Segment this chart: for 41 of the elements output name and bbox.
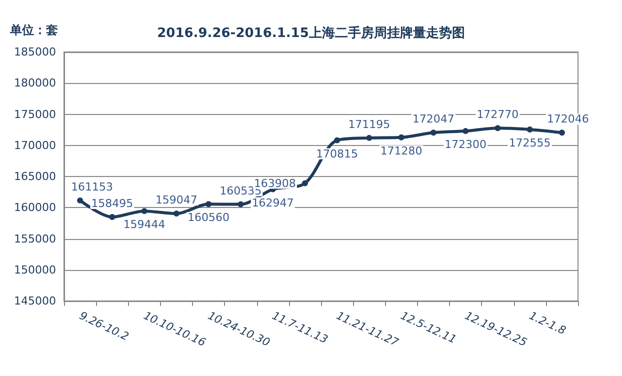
data-label: 159444 (123, 218, 166, 232)
data-label: 170815 (316, 147, 358, 160)
point (526, 126, 533, 132)
y-tick-label: 145000 (14, 294, 56, 308)
point (173, 210, 180, 217)
y-tick-label: 185000 (14, 46, 56, 58)
data-label: 172300 (444, 138, 487, 152)
y-tick-label: 170000 (14, 138, 56, 152)
data-label: 163908 (254, 176, 296, 190)
data-label: 162947 (252, 196, 294, 210)
text: 单位：套 (9, 23, 58, 37)
data-label: 172046 (546, 112, 589, 126)
point (558, 130, 565, 136)
point (366, 134, 372, 141)
data-label: 171280 (380, 144, 422, 158)
data-label: 161153 (71, 180, 114, 194)
y-tick-label: 175000 (14, 108, 56, 121)
point (494, 125, 501, 132)
point (77, 197, 84, 204)
data-label: 159047 (155, 194, 198, 207)
data-label: 158495 (91, 196, 134, 210)
point (109, 214, 116, 220)
point (398, 134, 404, 140)
y-tick-label: 165000 (14, 170, 56, 183)
point (334, 137, 340, 144)
point (238, 201, 244, 208)
point (430, 130, 436, 136)
data-label: 160560 (188, 211, 230, 224)
y-tick-label: 180000 (14, 76, 56, 90)
chart-title: 2016.9.26-2016.1.15上海二手房周挂牌量走势图 (157, 25, 465, 41)
y-tick-label: 155000 (14, 232, 56, 246)
data-label: 172047 (412, 112, 454, 126)
y-tick-label: 160000 (14, 201, 56, 214)
data-label: 171195 (348, 118, 390, 131)
point (141, 208, 148, 214)
data-label: 172555 (508, 136, 551, 150)
y-tick-label: 150000 (14, 263, 56, 276)
point (302, 180, 308, 186)
point (462, 128, 469, 134)
point (206, 201, 212, 208)
data-label: 172770 (476, 108, 519, 122)
